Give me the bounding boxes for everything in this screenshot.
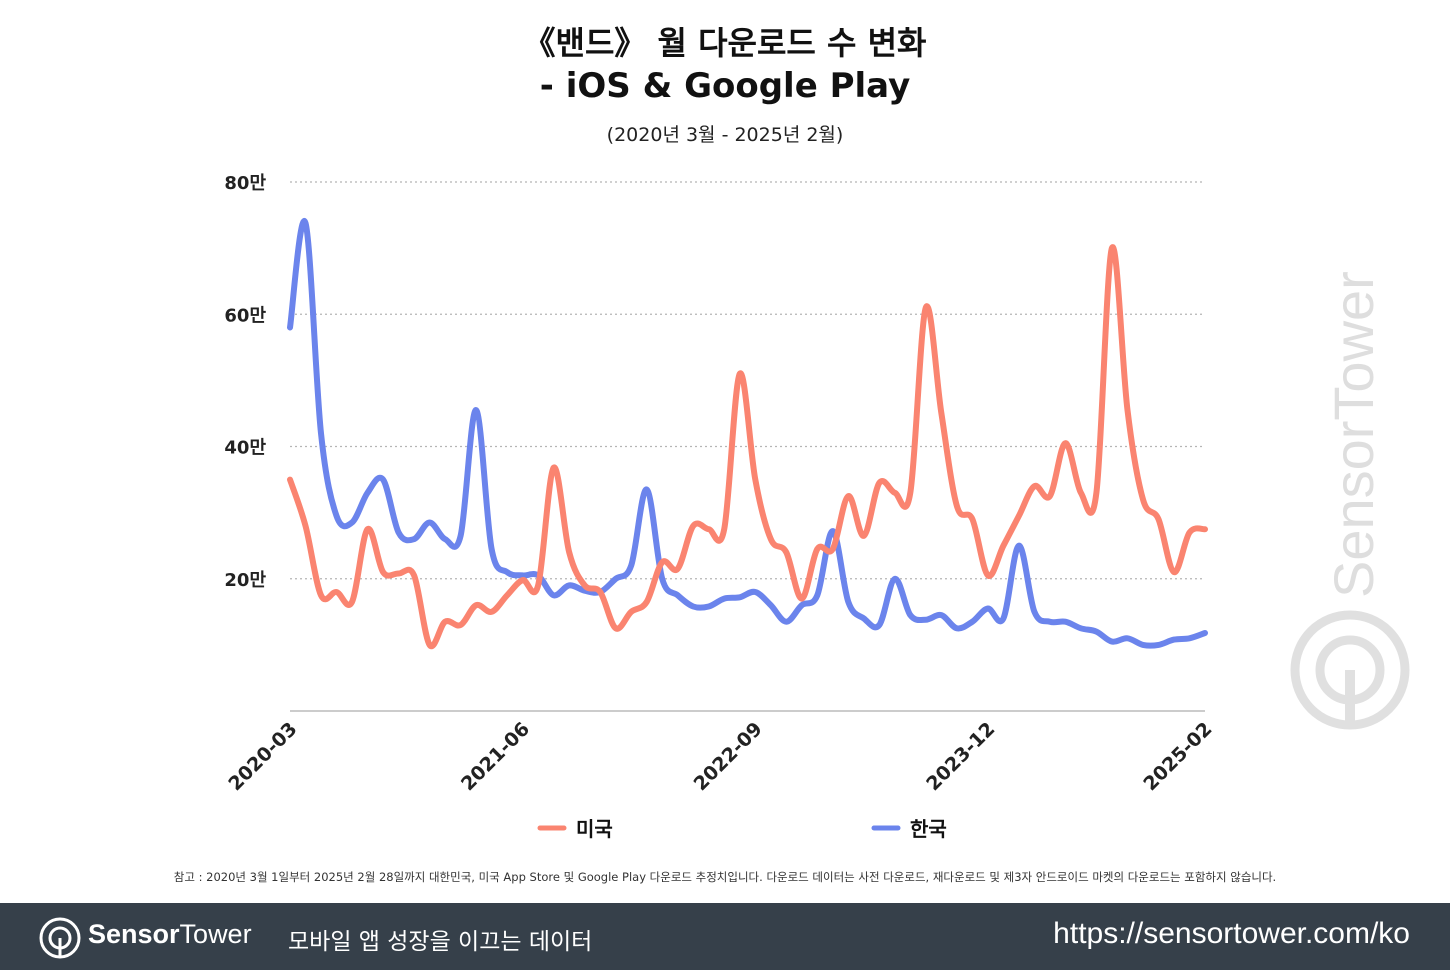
legend-label: 한국 — [910, 817, 947, 841]
y-axis: 20만 40만 60만 80만 — [224, 173, 266, 591]
chart-title: 《밴드》 월 다운로드 수 변화 — [523, 24, 927, 62]
footer-tagline: 모바일 앱 성장을 이끄는 데이터 — [288, 929, 593, 955]
sensortower-watermark: SensorTower — [1290, 271, 1410, 730]
x-tick-label: 2025-02 — [1139, 718, 1216, 795]
footer-brand: SensorTower — [88, 919, 252, 950]
footer-brand-bold: Sensor — [88, 919, 180, 949]
chart-legend: 미국 한국 — [537, 817, 947, 841]
x-tick-label: 2021-06 — [457, 718, 534, 795]
footer-url-link[interactable]: https://sensortower.com/ko — [1053, 917, 1410, 950]
y-tick-label: 60만 — [224, 305, 266, 326]
x-axis: 2020-03 2021-06 2022-09 2023-12 2025-02 — [224, 718, 1216, 795]
legend-label: 미국 — [576, 817, 613, 841]
series-line-kr — [287, 218, 1208, 649]
chart-title-line2: - iOS & Google Play — [539, 66, 911, 106]
footnote: 참고 : 2020년 3월 1일부터 2025년 2월 28일까지 대한민국, … — [173, 870, 1277, 884]
y-tick-label: 80만 — [224, 173, 266, 194]
footer-brand-rest: Tower — [179, 919, 252, 949]
x-tick-label: 2022-09 — [690, 718, 767, 795]
footer-bar: SensorTower 모바일 앱 성장을 이끄는 데이터 https://se… — [0, 903, 1450, 970]
watermark-text: SensorTower — [1322, 271, 1385, 598]
watermark-logo-icon — [1290, 610, 1410, 730]
y-tick-label: 20만 — [224, 570, 266, 591]
y-tick-label: 40만 — [224, 438, 266, 459]
chart-subtitle: (2020년 3월 - 2025년 2월) — [606, 124, 844, 146]
x-tick-label: 2020-03 — [224, 718, 301, 795]
chart-series — [287, 218, 1208, 650]
series-line-us — [287, 244, 1208, 650]
x-tick-label: 2023-12 — [922, 718, 999, 795]
sensortower-logo-icon — [39, 917, 81, 959]
chart-grid — [290, 181, 1205, 580]
line-chart: 20만 40만 60만 80만 2020-03 2021-06 2022-09 2023-1… — [224, 173, 1216, 841]
